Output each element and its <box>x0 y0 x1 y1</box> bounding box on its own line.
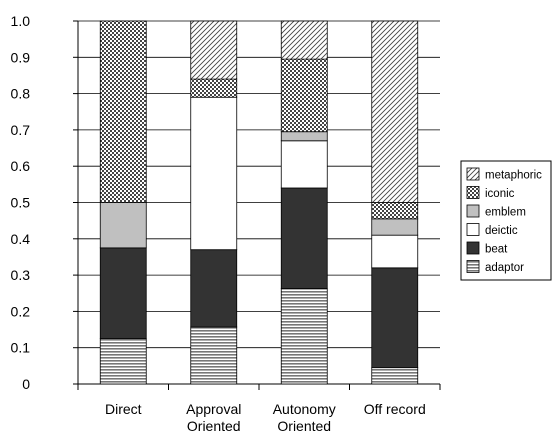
bar-segment-iconic <box>280 58 328 133</box>
bar-segment-metaphoric <box>190 20 238 80</box>
legend-swatch-adaptor <box>466 260 480 273</box>
bar-segment-emblem <box>280 131 328 142</box>
bar-segment-metaphoric <box>280 20 328 60</box>
y-tick-label: 0.6 <box>11 158 31 174</box>
bar-segment-beat <box>190 249 238 328</box>
bar-segment-metaphoric <box>371 20 419 203</box>
y-tick-label: 0.7 <box>11 122 31 138</box>
bar-segment-deictic <box>280 140 328 189</box>
x-tick-label: Approval Oriented <box>186 401 241 434</box>
bar-segment-adaptor <box>190 326 238 385</box>
bar-segment-beat <box>99 247 147 340</box>
legend-swatch-deictic <box>466 223 480 236</box>
y-tick-label: 0 <box>22 376 30 392</box>
y-axis-tick-labels: 0 0.1 0.2 0.3 0.4 0.5 0.6 0.7 0.8 0.9 1.0 <box>11 13 31 392</box>
bar-segment-adaptor <box>99 338 147 385</box>
bar-segment-deictic <box>190 96 238 251</box>
y-tick-label: 0.8 <box>11 86 31 102</box>
bar-segment-emblem <box>371 218 419 236</box>
bar-segment-beat <box>280 187 328 289</box>
legend-label-deictic: deictic <box>485 225 518 237</box>
legend-label-metaphoric: metaphoric <box>485 170 542 182</box>
legend-label-beat: beat <box>485 244 508 256</box>
x-tick-label: Direct <box>105 401 142 417</box>
x-tick-label: Autonomy Oriented <box>273 401 336 434</box>
legend-label-adaptor: adaptor <box>485 262 524 274</box>
bar-segment-iconic <box>190 78 238 98</box>
bar-segment-iconic <box>371 202 419 220</box>
x-axis-tick-labels: Direct Approval Oriented Autonomy Oriented Of… <box>105 401 426 434</box>
legend-swatch-metaphoric <box>466 167 480 181</box>
legend-swatch-emblem <box>466 204 480 218</box>
legend: metaphoric iconic emblem deictic beat adaptor <box>460 160 552 281</box>
legend-swatch-iconic <box>466 186 480 199</box>
bars <box>99 20 419 385</box>
y-tick-label: 0.1 <box>11 340 31 356</box>
y-tick-label: 0.9 <box>11 49 31 65</box>
y-tick-label: 0.5 <box>11 195 31 211</box>
y-tick-label: 0.4 <box>11 231 31 247</box>
x-tick-label: Off record <box>364 401 426 417</box>
bar-segment-beat <box>371 267 419 369</box>
bar-segment-adaptor <box>280 288 328 385</box>
bar-segment-iconic <box>99 20 147 203</box>
y-tick-label: 0.3 <box>11 267 31 283</box>
bar-segment-emblem <box>99 202 147 249</box>
bar-segment-adaptor <box>371 367 419 385</box>
y-tick-label: 0.2 <box>11 303 31 319</box>
legend-label-iconic: iconic <box>485 188 515 200</box>
legend-swatch-beat <box>466 241 480 255</box>
legend-label-emblem: emblem <box>485 207 526 219</box>
bar-segment-deictic <box>371 234 419 269</box>
y-tick-label: 1.0 <box>11 13 31 29</box>
